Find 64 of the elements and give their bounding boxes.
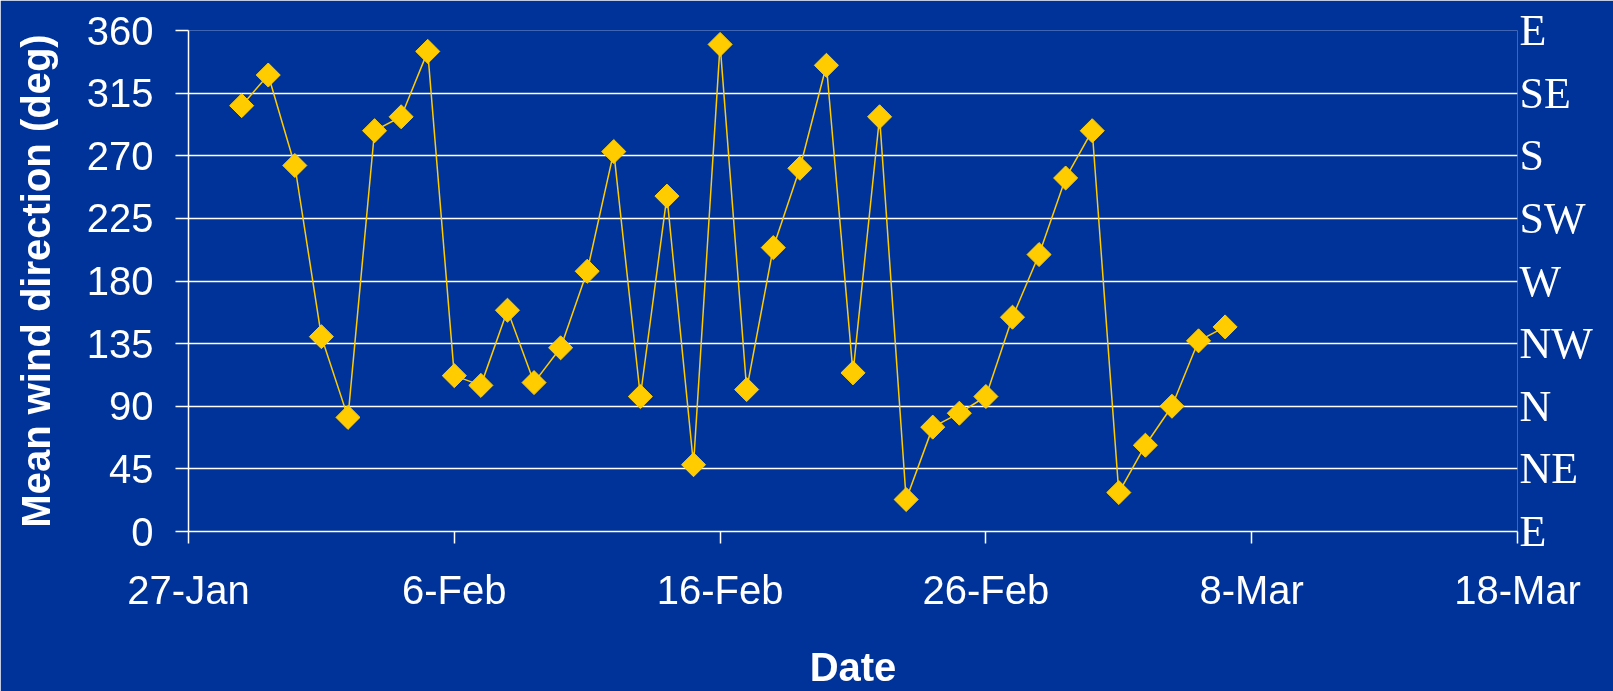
point [282, 152, 308, 179]
point [574, 258, 600, 284]
point [627, 383, 653, 410]
point [813, 52, 839, 78]
category-label: N [1519, 381, 1552, 431]
x-tick-label: 26-Feb [922, 567, 1050, 612]
category-label: SE [1519, 68, 1571, 118]
point [760, 235, 786, 261]
point [255, 62, 281, 88]
x-tick-label: 16-Feb [656, 567, 784, 612]
y-tick-label: 270 [86, 133, 154, 178]
y-tick-label: 225 [86, 196, 154, 241]
point [1106, 480, 1132, 506]
category-label: E [1519, 507, 1547, 556]
point [441, 363, 467, 389]
point [681, 452, 707, 478]
y-tick-label: 0 [131, 509, 154, 554]
y-tick-label: 90 [109, 384, 154, 429]
point [1026, 242, 1052, 268]
category-label: NE [1519, 444, 1579, 494]
point [1186, 328, 1212, 354]
x-tick-label: 27-Jan [127, 567, 250, 612]
point [415, 38, 441, 64]
point [920, 414, 946, 440]
x-axis-title: Date [809, 644, 897, 689]
category-label: NW [1519, 319, 1593, 369]
point [388, 104, 414, 130]
point [468, 372, 494, 398]
y-tick-label: 45 [109, 446, 154, 491]
point [229, 93, 255, 119]
category-label: E [1519, 6, 1547, 55]
point [1159, 393, 1185, 419]
point [973, 383, 999, 410]
y-tick-label: 180 [86, 259, 154, 303]
point [787, 155, 813, 181]
y-axis-title: Mean wind direction (deg) [13, 34, 58, 528]
point [893, 486, 919, 513]
category-label: W [1519, 256, 1562, 306]
point [601, 139, 627, 165]
category-label: S [1519, 131, 1544, 181]
y-tick-label: 315 [86, 71, 154, 116]
x-tick-label: 18-Mar [1454, 567, 1581, 612]
point [1212, 314, 1238, 340]
point [999, 304, 1025, 330]
point [734, 377, 760, 403]
category-label: SW [1519, 193, 1586, 243]
point [362, 118, 388, 144]
point [867, 104, 893, 130]
point [1132, 432, 1158, 458]
point [494, 297, 520, 323]
point [654, 183, 680, 209]
x-tick-label: 8-Mar [1199, 567, 1304, 612]
point [946, 400, 972, 426]
point [335, 404, 361, 430]
point [1053, 165, 1079, 191]
point [1079, 118, 1105, 144]
point [840, 360, 866, 386]
point [308, 324, 334, 350]
point [521, 370, 547, 396]
y-tick-label: 360 [86, 8, 154, 53]
point [548, 335, 574, 361]
point [707, 31, 733, 57]
x-tick-label: 6-Feb [402, 567, 507, 612]
y-tick-label: 135 [86, 321, 154, 366]
